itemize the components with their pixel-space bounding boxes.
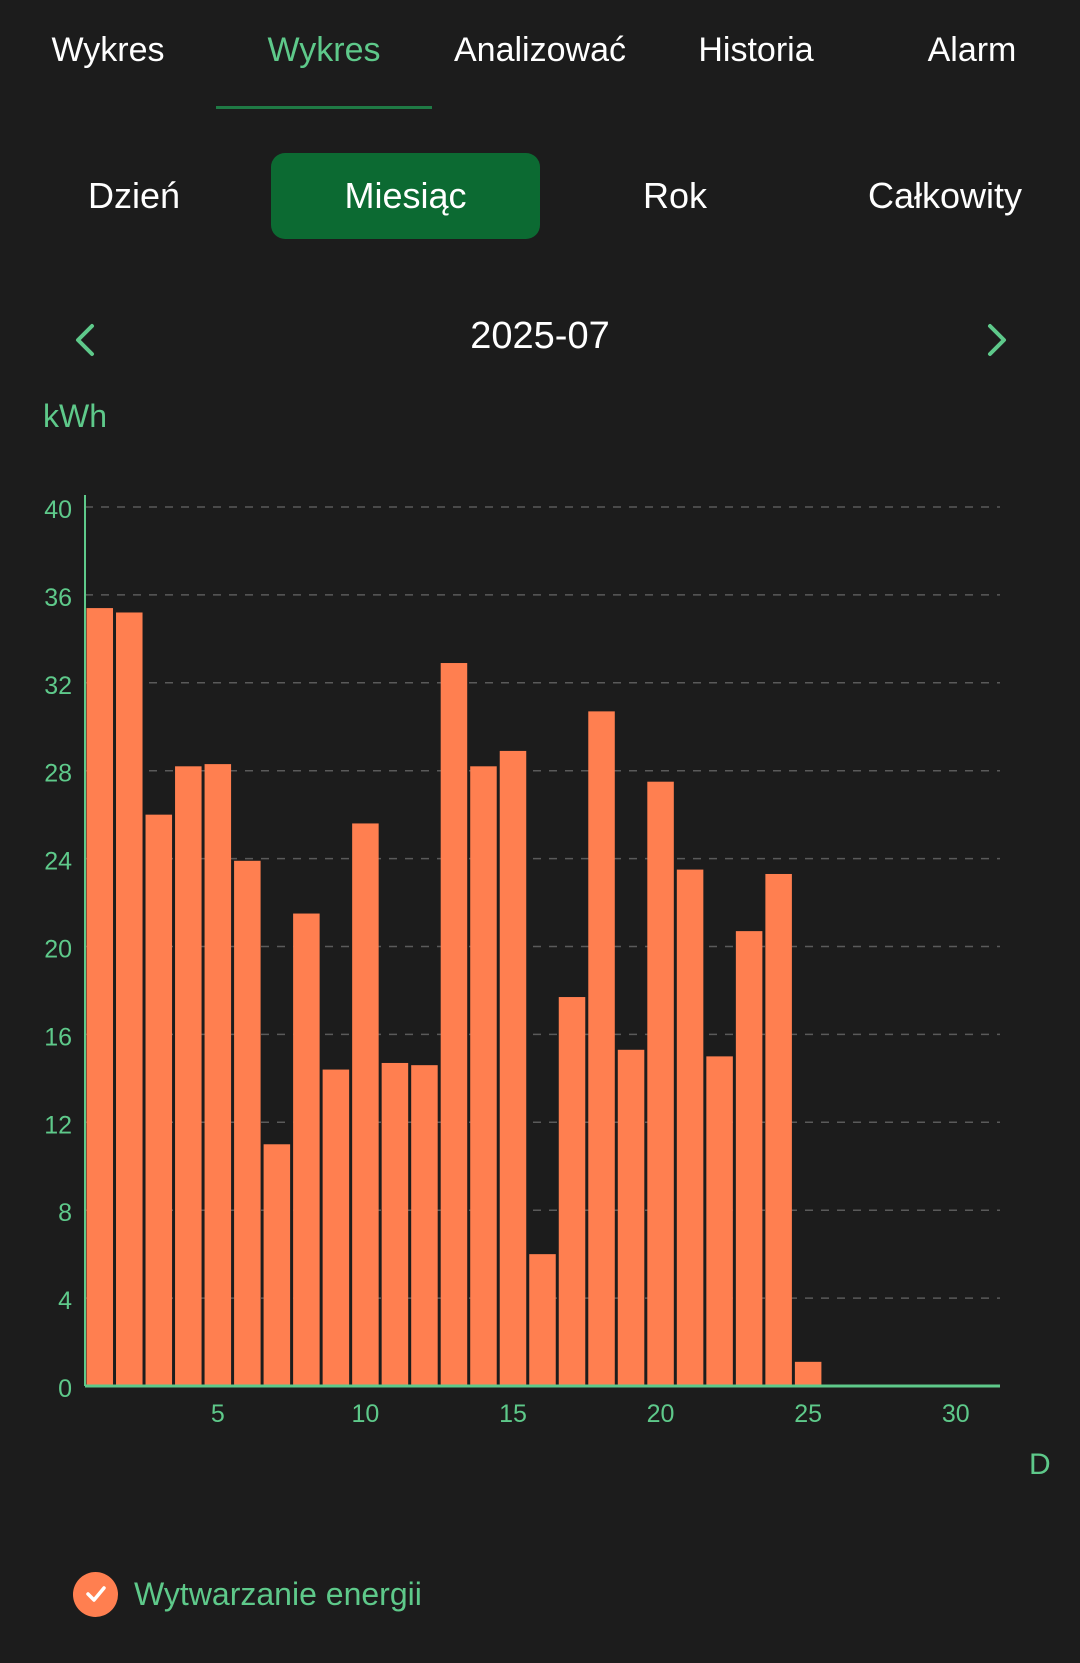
y-tick-label: 16	[44, 1023, 72, 1051]
chart-bar	[234, 860, 261, 1386]
chart-bar	[381, 1062, 409, 1386]
energy-bar-chart: 0 4 8 12 16 20 24 28 32 36 40 5 10 15 20 25 30	[44, 495, 1000, 1428]
y-tick-label: 4	[58, 1287, 72, 1315]
chart-bar	[293, 913, 320, 1386]
y-tick-label: 28	[44, 760, 72, 788]
y-tick-label: 40	[44, 496, 72, 524]
chart-bar	[116, 612, 143, 1386]
y-axis-unit: kWh	[43, 398, 107, 434]
x-tick-label: 30	[942, 1400, 970, 1428]
chart-bar	[411, 1065, 438, 1386]
y-tick-label: 20	[44, 936, 72, 964]
y-tick-label: 12	[44, 1111, 72, 1139]
chart-bar	[499, 750, 527, 1386]
top-tab-bar: Wykres Wykres Analizować Historia Alarm	[0, 0, 1080, 110]
x-tick-label: 20	[647, 1400, 675, 1428]
y-tick-label: 0	[58, 1375, 72, 1403]
chart-bar	[86, 608, 114, 1386]
period-tab-total[interactable]: Całkowity	[867, 175, 1023, 216]
x-tick-label: 10	[351, 1400, 379, 1428]
chart-bar	[263, 1144, 291, 1386]
chart-bar	[529, 1254, 556, 1386]
legend-item[interactable]: Wytwarzanie energii	[73, 1570, 422, 1618]
chart-bar	[204, 764, 232, 1386]
tab-wykres-active[interactable]: Wykres	[267, 31, 381, 69]
chart-bar	[145, 814, 173, 1386]
tab-wykres[interactable]: Wykres	[51, 31, 165, 69]
chart-bar	[765, 873, 792, 1386]
check-icon	[73, 1571, 118, 1617]
tab-analizowac[interactable]: Analizować	[454, 31, 626, 69]
chart-bar	[175, 766, 202, 1386]
x-tick-label: 25	[794, 1400, 822, 1428]
y-tick-label: 8	[58, 1199, 72, 1227]
legend-label: Wytwarzanie energii	[134, 1575, 422, 1612]
active-tab-indicator	[216, 106, 432, 109]
period-tab-day[interactable]: Dzień	[87, 175, 181, 216]
period-tab-month[interactable]: Miesiąc	[271, 153, 540, 239]
tab-alarm[interactable]: Alarm	[927, 31, 1017, 69]
chart-bar	[794, 1361, 822, 1386]
x-tick-label: 5	[211, 1400, 225, 1428]
y-tick-label: 36	[44, 584, 72, 612]
chart-bar	[617, 1049, 645, 1386]
period-tab-year[interactable]: Rok	[642, 175, 708, 216]
chart-bar	[676, 869, 704, 1386]
period-selector: Dzień Miesiąc Rok Całkowity	[0, 153, 1080, 239]
y-tick-label: 32	[44, 672, 72, 700]
chart-bar	[470, 766, 497, 1386]
chevron-left-icon[interactable]	[66, 316, 106, 364]
y-tick-label: 24	[44, 848, 72, 876]
x-axis-unit: D	[1029, 1448, 1051, 1481]
x-tick-label: 15	[499, 1400, 527, 1428]
chart-bar	[558, 997, 586, 1386]
chart-bar	[588, 711, 615, 1386]
current-period-label: 2025-07	[470, 315, 610, 357]
chevron-right-icon[interactable]	[976, 316, 1016, 364]
chart-bar	[647, 781, 674, 1386]
chart-bar	[440, 663, 468, 1386]
chart-bar	[706, 1056, 733, 1386]
chart-bar	[322, 1069, 350, 1386]
chart-bar	[735, 931, 763, 1386]
chart-bar	[352, 823, 379, 1386]
tab-historia[interactable]: Historia	[698, 31, 814, 69]
